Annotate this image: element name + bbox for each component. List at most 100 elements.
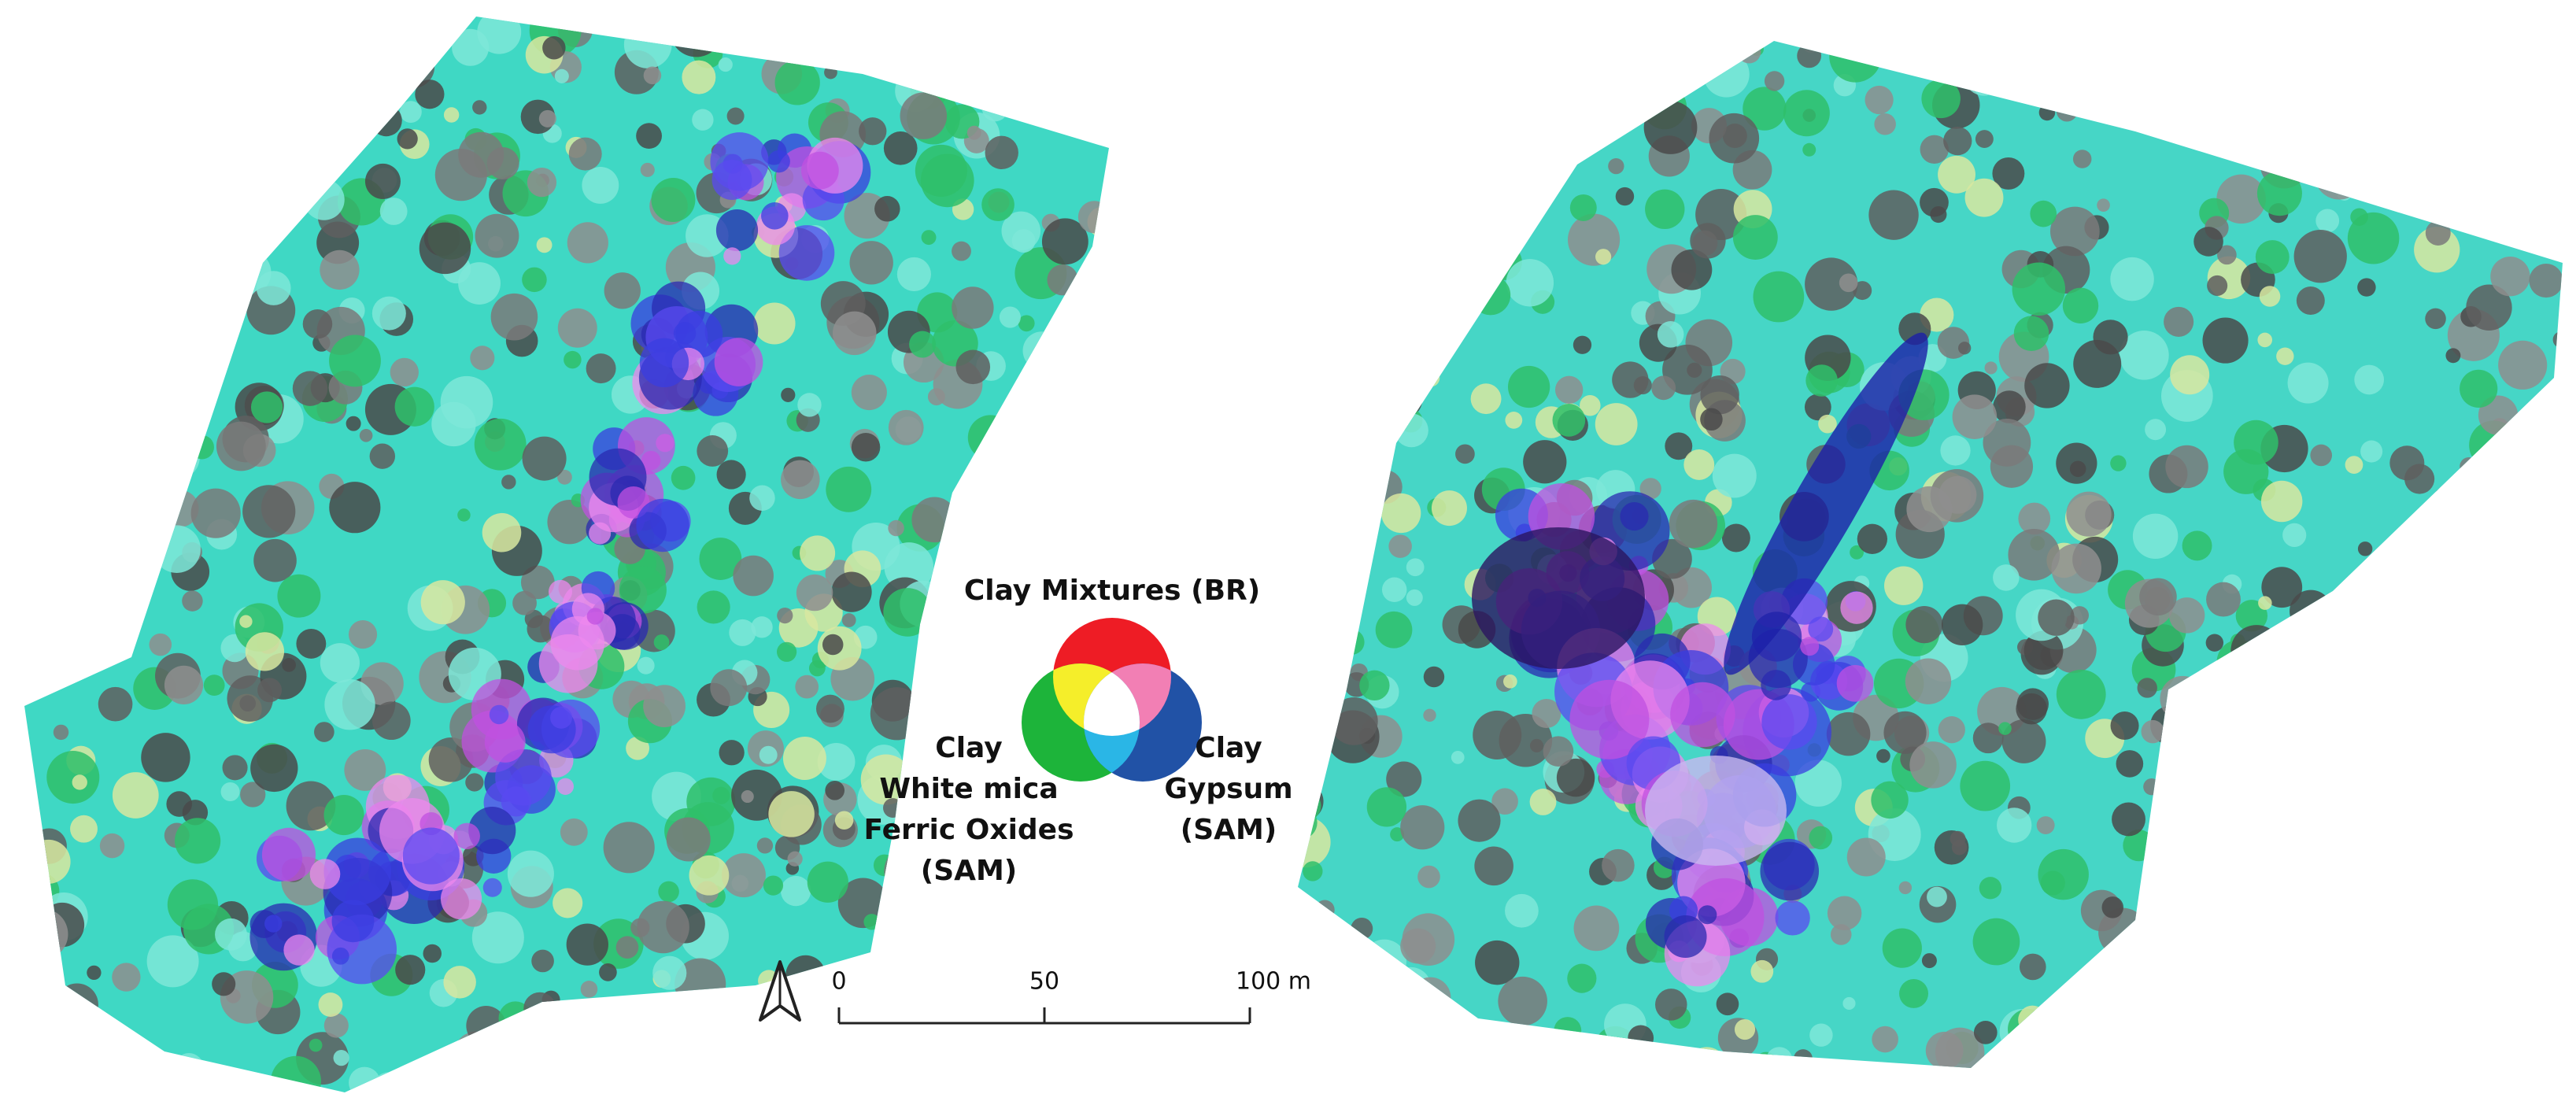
terrain — [543, 1029, 593, 1078]
terrain — [2498, 340, 2548, 390]
terrain — [323, 794, 364, 836]
terrain — [428, 737, 474, 782]
terrain — [474, 418, 527, 471]
terrain — [2429, 598, 2481, 650]
terrain — [1569, 139, 1587, 158]
terrain — [667, 1078, 685, 1092]
mineral-zone — [1800, 637, 1820, 656]
terrain — [2143, 778, 2160, 796]
terrain — [1979, 877, 2002, 900]
terrain — [2056, 669, 2106, 719]
terrain — [966, 125, 981, 140]
terrain — [960, 933, 1002, 974]
terrain — [82, 87, 109, 115]
terrain — [1602, 848, 1635, 882]
terrain — [212, 46, 235, 70]
terrain — [1343, 970, 1381, 1008]
terrain — [1303, 636, 1340, 672]
terrain — [2425, 308, 2446, 330]
terrain — [50, 1022, 66, 1038]
terrain — [253, 538, 297, 582]
terrain — [2234, 419, 2278, 465]
terrain — [97, 20, 133, 56]
legend-top: Clay Mixtures (BR) — [964, 575, 1260, 607]
terrain — [244, 172, 263, 190]
terrain — [2318, 674, 2340, 696]
terrain — [1683, 449, 1715, 480]
terrain — [2145, 419, 2167, 441]
legend-left: (SAM) — [921, 855, 1018, 887]
terrain — [2258, 884, 2305, 930]
terrain — [1081, 879, 1102, 900]
terrain — [87, 965, 102, 981]
terrain — [2207, 275, 2228, 296]
mineral-zone — [1472, 527, 1645, 669]
terrain — [777, 607, 793, 624]
terrain — [1919, 41, 1961, 62]
terrain — [2451, 91, 2482, 122]
terrain — [2258, 596, 2272, 610]
terrain — [1567, 213, 1621, 266]
terrain — [660, 18, 678, 37]
terrain — [105, 116, 120, 131]
terrain — [1920, 135, 1949, 164]
terrain — [1569, 194, 1597, 221]
terrain — [2409, 78, 2436, 105]
terrain — [985, 1061, 1012, 1088]
terrain — [2186, 674, 2223, 712]
terrain — [2206, 582, 2241, 617]
terrain — [2372, 791, 2420, 838]
terrain — [174, 818, 221, 864]
terrain — [2160, 675, 2206, 722]
terrain — [2268, 889, 2319, 939]
mineral-zone — [800, 151, 839, 190]
terrain — [819, 37, 838, 57]
terrain — [1941, 604, 1983, 645]
terrain — [2360, 440, 2383, 463]
terrain — [756, 1043, 771, 1057]
terrain — [36, 976, 57, 996]
terrain — [1451, 750, 1465, 764]
terrain — [1498, 976, 1547, 1026]
terrain — [292, 371, 328, 406]
terrain — [1883, 711, 1927, 754]
terrain — [370, 105, 402, 137]
terrain — [2009, 66, 2047, 104]
terrain — [2523, 201, 2563, 242]
terrain — [271, 1055, 321, 1092]
terrain — [2439, 826, 2485, 872]
terrain — [1700, 408, 1723, 431]
terrain — [700, 1003, 744, 1048]
mineral-zone — [309, 859, 341, 889]
terrain — [1475, 940, 1520, 985]
terrain — [153, 525, 201, 573]
terrain — [970, 891, 989, 910]
terrain — [2129, 939, 2165, 976]
terrain — [1595, 403, 1638, 445]
terrain — [2154, 1028, 2201, 1068]
terrain — [1809, 826, 1833, 850]
terrain — [2530, 897, 2563, 933]
terrain — [1737, 41, 1761, 64]
terrain — [2129, 986, 2143, 1000]
terrain — [1381, 577, 1407, 602]
terrain — [465, 773, 484, 792]
terrain — [233, 41, 253, 61]
terrain — [1075, 481, 1109, 516]
terrain — [1491, 788, 1518, 815]
terrain — [1359, 670, 1390, 701]
terrain — [2056, 442, 2097, 484]
terrain — [2144, 81, 2179, 116]
terrain — [415, 79, 445, 109]
terrain — [896, 257, 931, 292]
terrain — [1898, 881, 1913, 895]
mineral-zone — [264, 915, 283, 933]
terrain — [1363, 150, 1413, 199]
terrain — [1543, 736, 1574, 767]
terrain — [739, 27, 758, 45]
terrain — [2216, 62, 2242, 87]
terrain — [615, 936, 639, 959]
terrain — [2018, 1005, 2047, 1034]
terrain — [2276, 347, 2294, 365]
terrain — [2455, 804, 2477, 825]
